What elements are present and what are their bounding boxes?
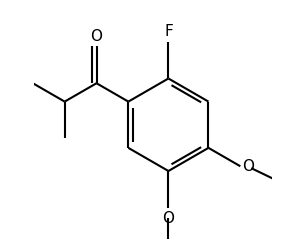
Text: F: F xyxy=(164,24,173,39)
Text: O: O xyxy=(242,159,254,174)
Text: O: O xyxy=(162,211,174,226)
Text: O: O xyxy=(91,29,103,44)
